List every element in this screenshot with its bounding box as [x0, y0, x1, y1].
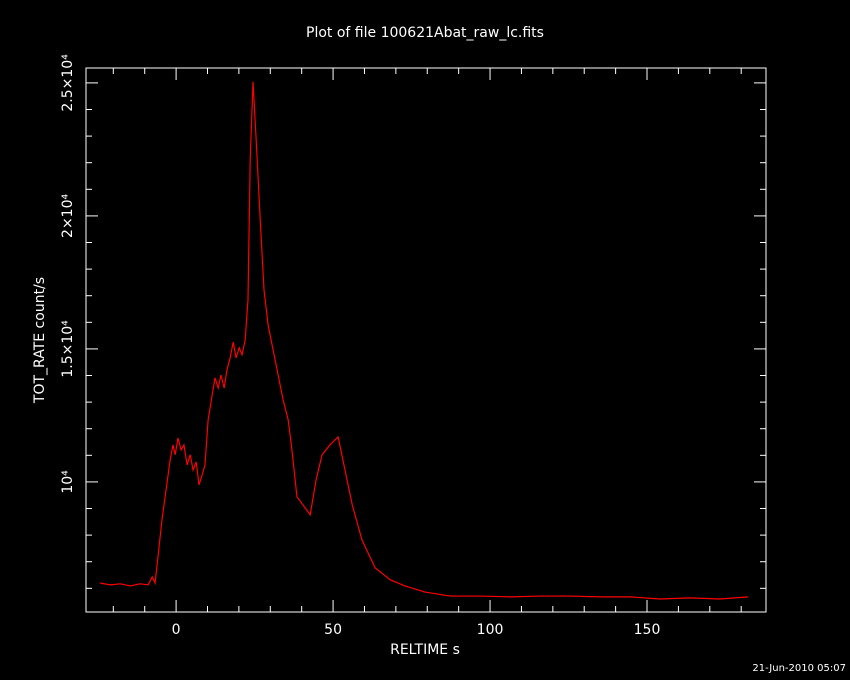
y-axis-label: TOT_RATE count/s — [32, 277, 48, 404]
y-tick-label: 10⁴ — [60, 470, 76, 494]
x-tick-label: 150 — [634, 622, 661, 638]
chart-title: Plot of file 100621Abat_raw_lc.fits — [306, 25, 544, 41]
y-tick-label: 2.5×10⁴ — [60, 54, 76, 112]
y-tick-label: 2×10⁴ — [60, 193, 76, 237]
x-tick-label: 50 — [324, 622, 342, 638]
data-line — [100, 81, 749, 600]
x-tick-label: 0 — [172, 622, 181, 638]
y-tick-label: 1.5×10⁴ — [60, 320, 76, 378]
plot-frame — [85, 67, 767, 613]
x-axis-label: RELTIME s — [390, 642, 460, 658]
timestamp: 21-Jun-2010 05:07 — [752, 663, 846, 674]
x-tick-label: 100 — [477, 622, 504, 638]
